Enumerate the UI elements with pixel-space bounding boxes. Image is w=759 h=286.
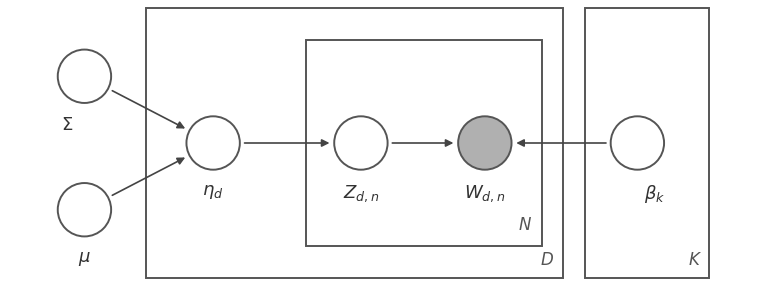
Text: $\eta_d$: $\eta_d$ [203, 183, 224, 201]
Text: D: D [540, 251, 553, 269]
Bar [146, 8, 563, 278]
Circle shape [334, 116, 388, 170]
Circle shape [58, 183, 111, 237]
Text: $\Sigma$: $\Sigma$ [61, 116, 74, 134]
Circle shape [611, 116, 664, 170]
Bar [306, 40, 542, 246]
Circle shape [458, 116, 512, 170]
Circle shape [187, 116, 240, 170]
Bar [585, 8, 709, 278]
Text: $\mu$: $\mu$ [78, 250, 91, 268]
Circle shape [58, 49, 111, 103]
Text: $\beta_k$: $\beta_k$ [644, 183, 665, 205]
Text: N: N [518, 216, 531, 234]
Text: $Z_{d,n}$: $Z_{d,n}$ [343, 183, 379, 204]
Text: K: K [688, 251, 699, 269]
Text: $W_{d,n}$: $W_{d,n}$ [465, 183, 505, 204]
